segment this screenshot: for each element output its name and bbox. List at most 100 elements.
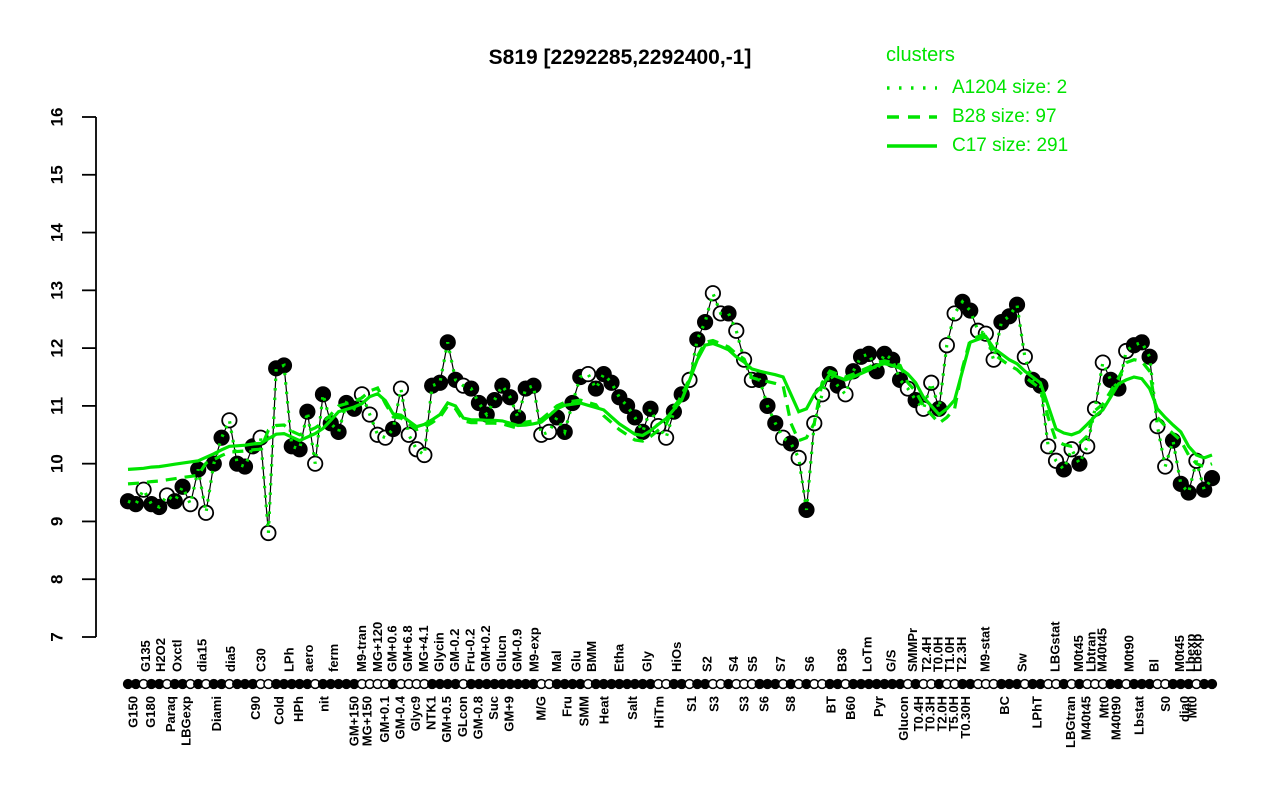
x-label-bottom: Pyr (871, 696, 886, 717)
gene-point (1133, 334, 1150, 351)
x-label-top: M0t45 (1172, 635, 1187, 672)
y-tick-label: 14 (47, 223, 66, 242)
legend-entry-a1204: A1204 size: 2 (886, 73, 1068, 102)
gene-point (299, 403, 316, 420)
gene-profile-points (119, 285, 1221, 542)
x-label-bottom: MG+150 (360, 696, 375, 746)
x-label-bottom: Mt0 (1097, 696, 1112, 718)
y-tick-label: 10 (47, 454, 66, 473)
chart-title: S819 [2292285,2292400,-1] (488, 46, 752, 69)
gene-point (213, 429, 230, 446)
x-label-bottom: G150 (126, 696, 141, 728)
x-label-bottom: GM+0.1 (377, 696, 392, 743)
x-label-bottom: S8 (783, 696, 798, 712)
x-label-top: dia15 (194, 639, 209, 672)
x-label-top: GM+6.8 (400, 625, 415, 672)
x-label-top: Etha (612, 643, 627, 672)
y-tick-label: 15 (47, 165, 66, 184)
x-label-bottom: S6 (757, 696, 772, 712)
x-label-top: M40t45 (1094, 628, 1109, 672)
gene-point (587, 380, 605, 397)
x-label-top: MG+4.1 (416, 625, 431, 672)
x-label-bottom: T2.0H (934, 696, 949, 731)
x-label-top: HiOs (669, 642, 684, 672)
gene-point (603, 374, 620, 391)
x-label-bottom: GM-0.4 (392, 695, 407, 739)
x-label-bottom: Suc (486, 696, 501, 720)
x-label-bottom: Paraq (163, 696, 178, 732)
gene-point (260, 524, 277, 542)
x-label-bottom: Diami (209, 696, 224, 731)
gene-point (400, 426, 417, 443)
x-label-bottom: BC (997, 695, 1012, 714)
x-label-top: M9-tran (354, 625, 369, 672)
x-label-top: Glucn (494, 635, 509, 672)
x-label-top: Lbexp (1183, 634, 1198, 672)
x-label-top: ferm (326, 644, 341, 672)
y-axis: 7 8 9 10 11 12 13 14 15 16 (47, 108, 97, 642)
gene-point (431, 374, 449, 391)
cluster-line-solid (127, 334, 1213, 471)
y-tick-label: 9 (47, 517, 66, 526)
y-tick-label: 13 (47, 281, 66, 300)
x-label-top: T2.4H (919, 637, 934, 672)
gene-point (1001, 308, 1018, 325)
x-label-bottom: GM-0.8 (470, 696, 485, 739)
cluster-line-dotted (127, 288, 1214, 534)
gene-point (923, 374, 940, 391)
legend-label: A1204 size: 2 (952, 76, 1068, 98)
x-label-bottom: Fru (559, 696, 574, 717)
gene-point (1094, 354, 1111, 371)
legend-entry-b28: B28 size: 97 (886, 102, 1068, 131)
x-label-bottom: T0.30H (958, 696, 973, 739)
gene-point (1008, 296, 1026, 313)
x-label-top: Lbtran (1083, 632, 1098, 673)
x-label-bottom: T5.0H (946, 696, 961, 731)
gene-point (221, 412, 238, 429)
x-label-bottom: T0.3H (923, 696, 938, 731)
x-label-bottom: S3 (736, 696, 751, 712)
y-tick-label: 11 (47, 397, 66, 415)
x-label-bottom: HiTm (651, 696, 666, 729)
y-tick-label: 8 (47, 574, 66, 583)
gene-point (689, 331, 706, 348)
x-label-bottom: Mt0 (1185, 696, 1200, 718)
x-label-top: M9-stat (977, 626, 992, 672)
x-label-top: Bl (1147, 659, 1162, 672)
x-label-top: SMMPr (905, 628, 920, 672)
x-label-top: C30 (254, 648, 269, 672)
gene-point (1016, 348, 1033, 365)
gene-point (782, 435, 799, 452)
x-label-bottom: T0.4H (911, 696, 926, 731)
x-label-top: Sw (1015, 652, 1030, 672)
x-label-top: Oxctl (169, 639, 184, 672)
legend-entry-c17: C17 size: 291 (886, 131, 1068, 160)
gene-point (1040, 438, 1057, 455)
gene-point (962, 302, 979, 319)
x-label-top: MG+120 (370, 622, 385, 672)
x-label-bottom: NTK1 (424, 696, 439, 730)
gene-point (166, 493, 183, 510)
gene-point (182, 496, 199, 513)
x-label-top: S2 (700, 656, 715, 672)
x-label-bottom: GM+9 (502, 696, 517, 732)
x-label-top: T0.0H (930, 637, 945, 672)
x-label-top: M9-exp (527, 627, 542, 672)
gene-point (525, 377, 542, 394)
x-label-top: GM-0.2 (447, 629, 462, 672)
gene-point (1196, 481, 1213, 498)
x-label-top: Mal (549, 650, 564, 672)
gene-point (1055, 461, 1072, 478)
gene-point (1071, 455, 1088, 472)
x-label-bottom: Cold (272, 696, 287, 725)
x-label-bottom: GM+150 (346, 696, 361, 746)
x-label-bottom: LPhT (1030, 696, 1045, 729)
x-label-top: T1.0H (942, 637, 957, 672)
legend-label: C17 size: 291 (952, 134, 1069, 156)
x-label-bottom: M40t90 (1108, 696, 1123, 740)
y-tick-label: 16 (47, 108, 66, 127)
x-label-top: aero (301, 644, 316, 672)
x-label-top: LBGstat (1047, 621, 1062, 672)
